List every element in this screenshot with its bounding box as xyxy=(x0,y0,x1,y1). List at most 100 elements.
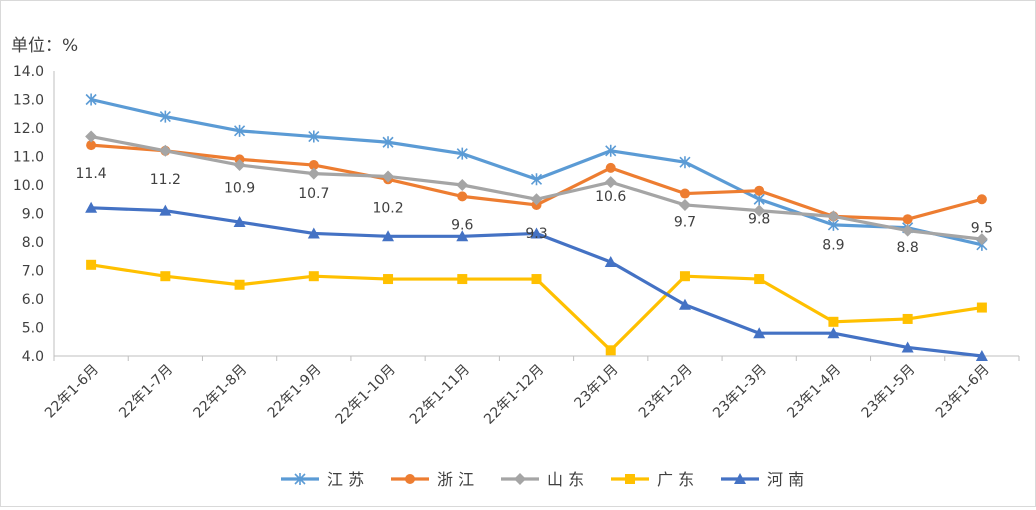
legend-label: 山 东 xyxy=(547,470,584,489)
x-tick-label: 22年1-11月 xyxy=(407,362,473,428)
y-tick-label: 8.0 xyxy=(22,235,44,251)
data-point xyxy=(530,193,543,206)
data-label: 11.2 xyxy=(150,172,181,188)
legend-label: 河 南 xyxy=(767,470,804,489)
data-point xyxy=(382,136,394,149)
x-tick-label: 22年1-10月 xyxy=(333,362,399,428)
data-point xyxy=(753,204,766,217)
data-point xyxy=(382,170,395,183)
data-point xyxy=(530,227,543,239)
data-point xyxy=(308,271,319,282)
legend-item: 山 东 xyxy=(501,470,584,489)
series-line xyxy=(90,97,983,247)
x-tick-label: 23年1-2月 xyxy=(636,362,696,422)
data-point xyxy=(85,201,98,213)
data-point xyxy=(234,124,246,137)
data-point xyxy=(828,316,839,327)
y-tick-label: 7.0 xyxy=(22,264,44,280)
data-point xyxy=(159,144,172,157)
data-point xyxy=(233,159,246,172)
data-point xyxy=(827,210,840,223)
data-label: 8.8 xyxy=(897,240,919,256)
x-tick-label: 22年1-8月 xyxy=(191,362,251,422)
data-point xyxy=(531,274,542,285)
data-point xyxy=(86,259,97,270)
y-tick-label: 12.0 xyxy=(13,121,44,137)
series-3 xyxy=(85,130,988,246)
data-point xyxy=(679,271,690,282)
x-tick-label: 22年1-6月 xyxy=(42,362,102,422)
data-point xyxy=(605,144,617,157)
data-point xyxy=(975,350,988,361)
data-point xyxy=(901,224,914,237)
data-point xyxy=(383,274,394,285)
data-label: 10.6 xyxy=(595,189,626,205)
x-tick-label: 23年1月 xyxy=(572,362,622,412)
data-label: 9.6 xyxy=(451,217,473,233)
legend-item: 广 东 xyxy=(611,470,694,489)
data-point xyxy=(382,230,395,242)
data-point xyxy=(901,341,914,353)
legend-label: 浙 江 xyxy=(437,470,474,489)
legend-marker xyxy=(294,473,306,485)
data-point xyxy=(456,147,468,160)
y-tick-label: 6.0 xyxy=(22,292,44,308)
data-point xyxy=(678,198,691,211)
data-point xyxy=(605,345,616,356)
data-point xyxy=(307,227,320,239)
data-point xyxy=(976,194,987,205)
legend-item: 浙 江 xyxy=(391,470,474,489)
data-label: 10.9 xyxy=(224,180,255,196)
data-point xyxy=(159,204,172,216)
y-tick-label: 4.0 xyxy=(22,349,44,365)
data-point xyxy=(457,191,468,202)
data-point xyxy=(753,327,766,339)
data-point xyxy=(679,188,690,199)
x-tick-label: 23年1-6月 xyxy=(933,362,993,422)
x-tick-label: 22年1-12月 xyxy=(481,362,547,428)
y-tick-label: 11.0 xyxy=(13,150,44,166)
legend-item: 河 南 xyxy=(721,470,804,489)
data-point xyxy=(604,176,617,189)
x-tick-label: 22年1-9月 xyxy=(265,362,325,422)
data-point xyxy=(902,313,913,324)
legend: 江 苏浙 江山 东广 东河 南 xyxy=(281,470,804,489)
y-tick-label: 5.0 xyxy=(22,321,44,337)
data-point xyxy=(159,110,171,123)
data-label: 10.7 xyxy=(298,186,329,202)
x-tick-label: 23年1-3月 xyxy=(710,362,770,422)
data-label: 9.3 xyxy=(525,226,547,242)
x-tick-label: 23年1-5月 xyxy=(859,362,919,422)
legend-label: 广 东 xyxy=(657,470,694,489)
data-point xyxy=(86,140,97,151)
data-point xyxy=(456,179,469,191)
data-label: 9.5 xyxy=(971,220,993,236)
series-5 xyxy=(85,201,988,361)
legend-marker xyxy=(405,474,415,484)
data-point xyxy=(679,156,691,169)
data-point xyxy=(754,274,765,285)
data-point xyxy=(307,167,320,180)
data-point xyxy=(160,271,171,282)
data-label: 11.4 xyxy=(76,166,107,182)
data-point xyxy=(234,279,245,290)
data-point xyxy=(85,93,97,106)
data-label: 10.2 xyxy=(372,200,403,216)
legend-marker xyxy=(514,473,526,485)
data-point xyxy=(976,302,987,313)
legend-label: 江 苏 xyxy=(327,470,364,489)
data-point xyxy=(827,327,840,339)
data-point xyxy=(456,230,469,242)
data-label: 9.8 xyxy=(748,212,770,228)
unit-label: 单位：% xyxy=(11,36,79,56)
y-tick-label: 14.0 xyxy=(13,64,44,80)
data-point xyxy=(233,216,246,228)
data-point xyxy=(457,274,468,285)
x-tick-label: 23年1-4月 xyxy=(784,362,844,422)
data-point xyxy=(902,214,913,225)
x-tick-label: 22年1-7月 xyxy=(116,362,176,422)
data-point xyxy=(85,130,98,143)
series-4 xyxy=(86,259,987,356)
data-point xyxy=(308,160,319,171)
